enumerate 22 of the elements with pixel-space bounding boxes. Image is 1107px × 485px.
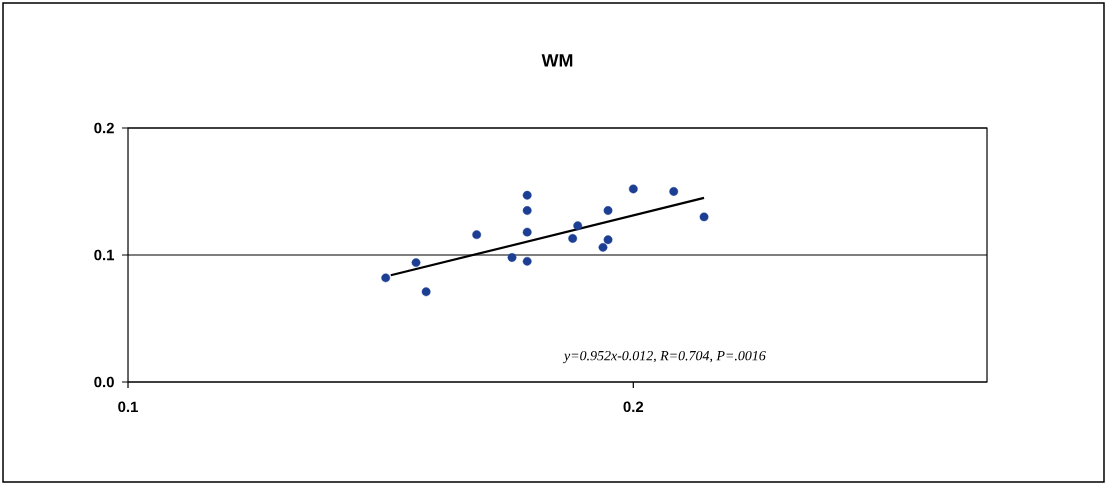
point [522, 227, 532, 237]
point [472, 230, 482, 240]
point [421, 287, 431, 297]
point [628, 184, 638, 194]
point [522, 206, 532, 215]
point [598, 242, 608, 252]
point [669, 187, 679, 196]
point [522, 190, 532, 200]
annotation: y=0.952x-0.012, R=0.704, P=.0016 [562, 350, 766, 364]
point [573, 221, 583, 231]
point [411, 258, 421, 268]
point [603, 235, 613, 245]
y-tick-label: 0.1 [94, 249, 115, 261]
point [568, 234, 578, 243]
point [522, 256, 532, 266]
point [381, 273, 391, 283]
point [699, 212, 709, 222]
chart-title: WM [541, 54, 573, 67]
point [603, 206, 613, 215]
point [507, 253, 517, 262]
y-tick-label: 0.2 [94, 122, 114, 134]
y-tick-label: 0.0 [94, 376, 114, 388]
